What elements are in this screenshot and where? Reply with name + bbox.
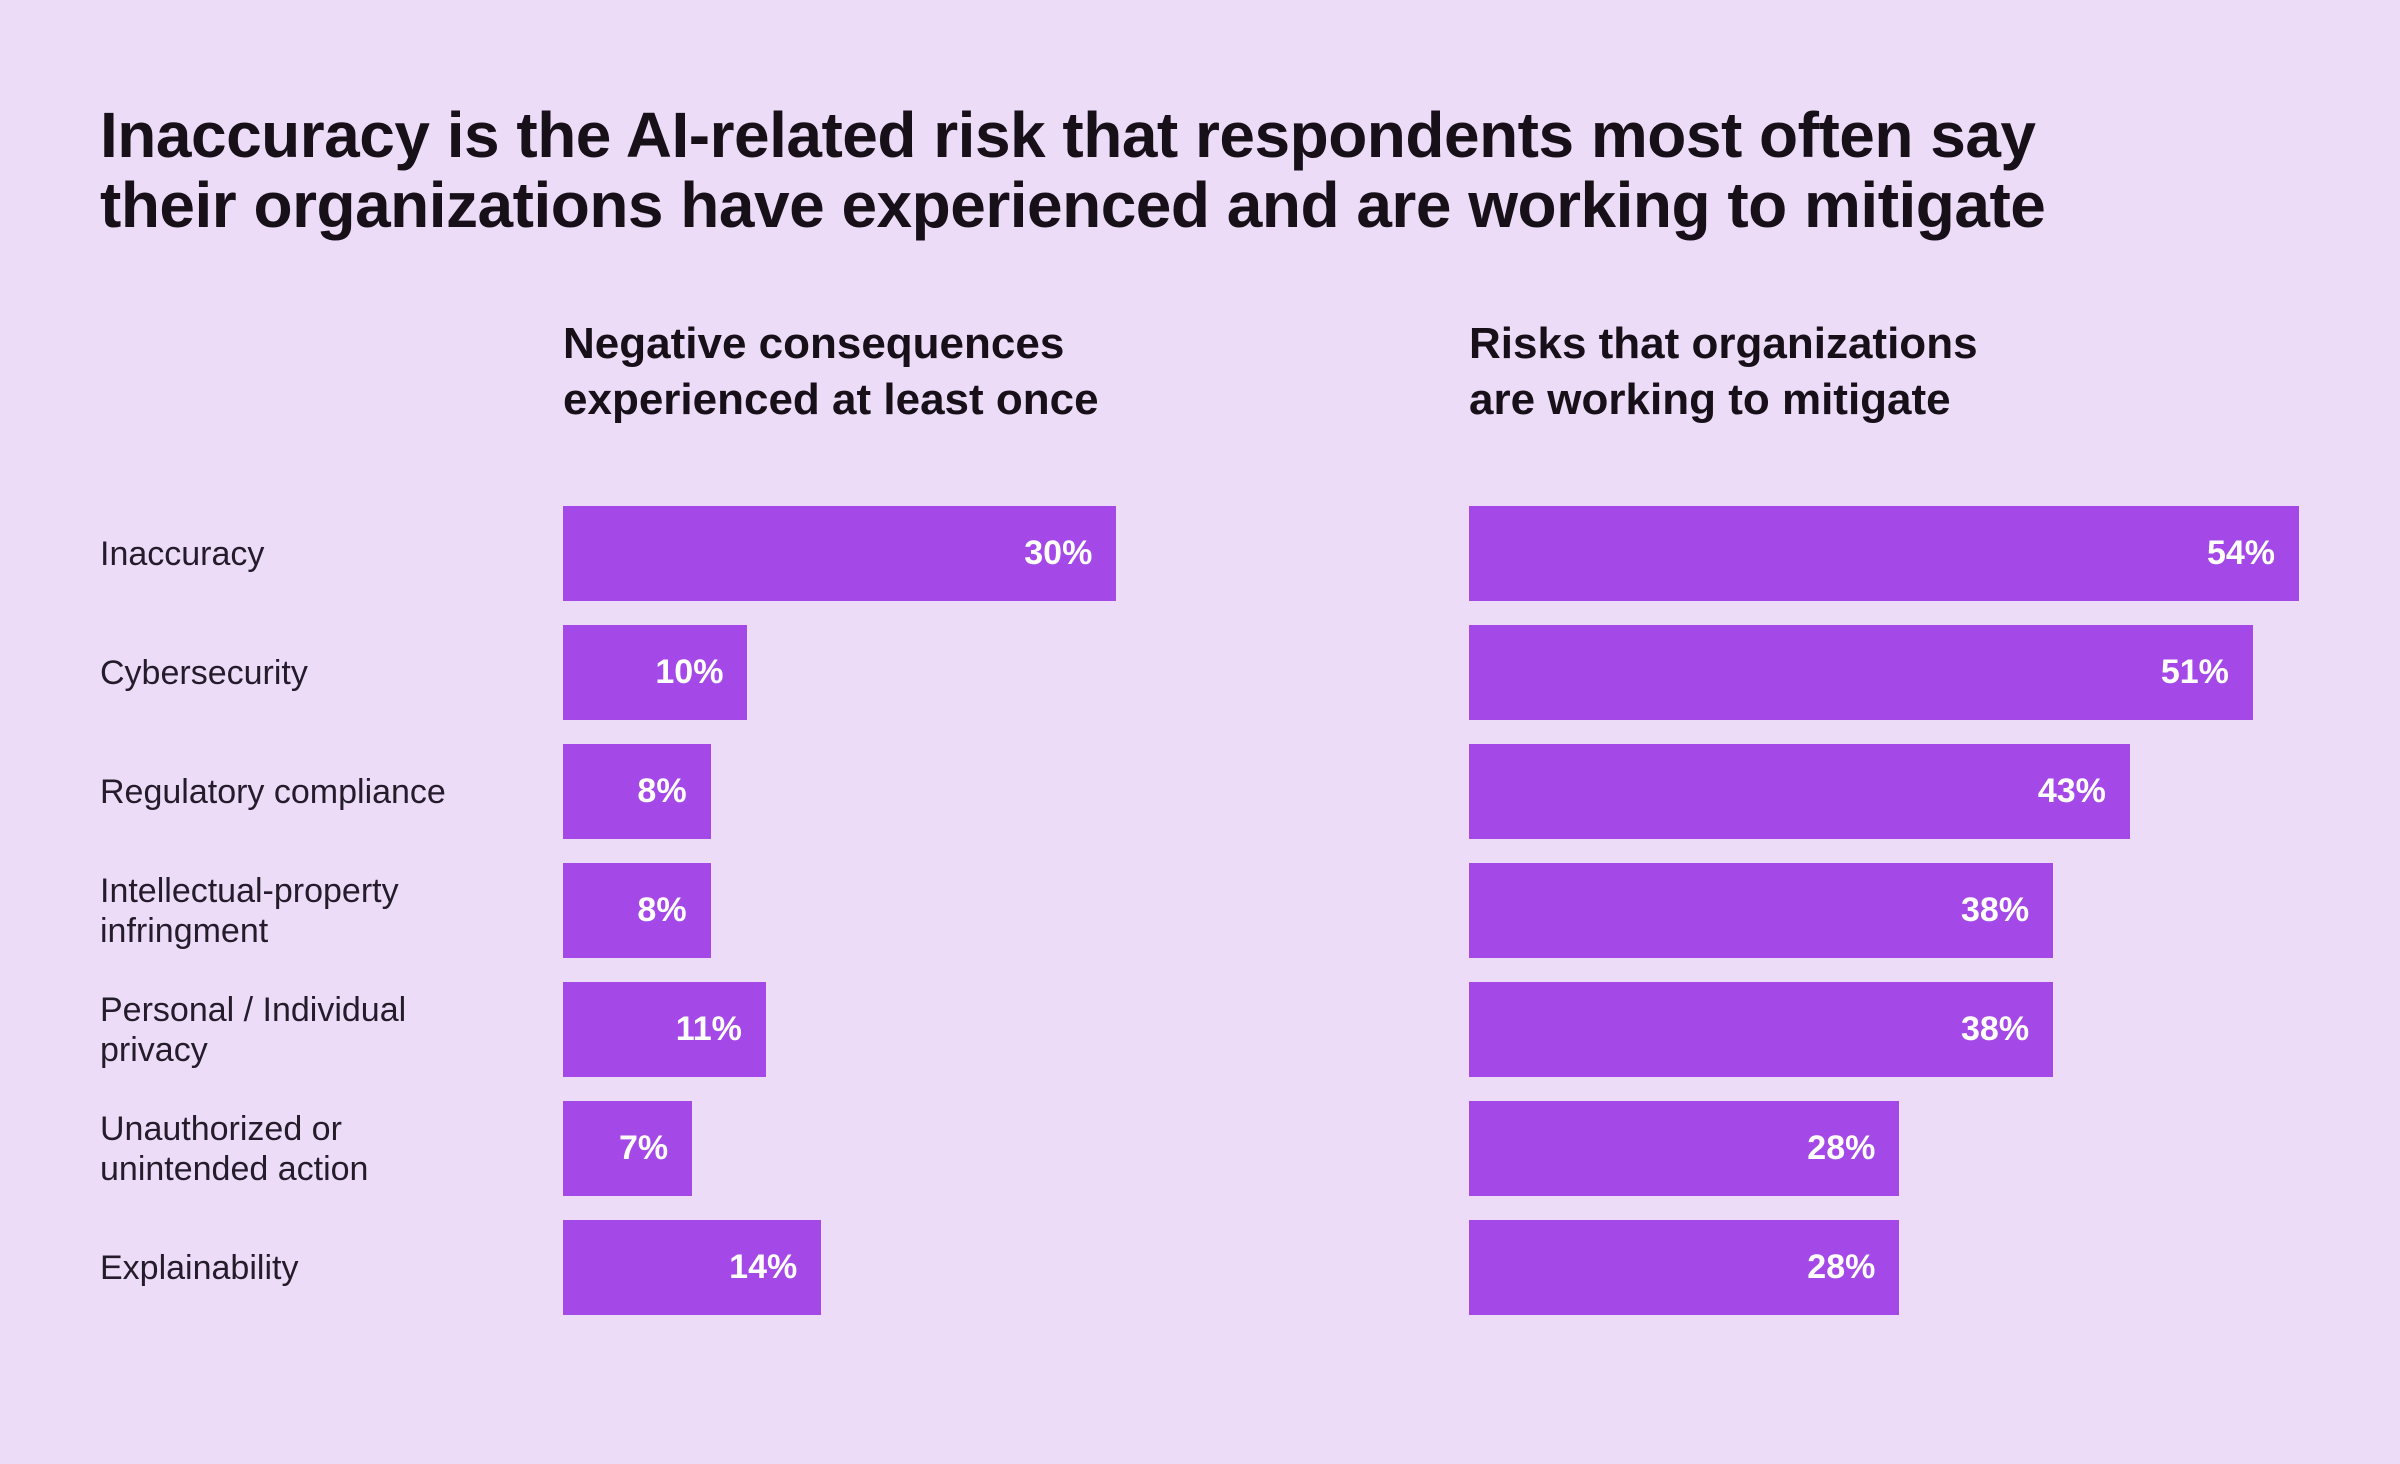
bar: 54%: [1469, 506, 2299, 601]
right-bar-cell: 38%: [1469, 982, 2299, 1077]
left-bar-cell: 30%: [563, 506, 1393, 601]
chart-rows: Inaccuracy 30% 54% Cybersecurity 10% 51% Regul…: [100, 506, 2400, 1315]
bar-value-label: 28%: [1807, 1248, 1876, 1286]
right-bar-cell: 38%: [1469, 863, 2299, 958]
bar-value-label: 38%: [1961, 891, 2030, 929]
right-bar-cell: 54%: [1469, 506, 2299, 601]
row-label: Personal / Individual privacy: [100, 990, 407, 1069]
bar-value-label: 8%: [637, 891, 687, 929]
page-title: Inaccuracy is the AI-related risk that r…: [100, 99, 2046, 241]
row-label: Explainability: [100, 1248, 299, 1287]
right-chart-title: Risks that organizations are working to …: [1469, 319, 1978, 424]
row-label: Inaccuracy: [100, 534, 265, 573]
bar-value-label: 7%: [618, 1129, 669, 1167]
bar: 11%: [563, 982, 766, 1077]
left-bar-cell: 7%: [563, 1101, 1393, 1196]
left-bar-cell: 8%: [563, 863, 1393, 958]
right-bar-cell: 28%: [1469, 1220, 2299, 1315]
bar-value-label: 10%: [655, 653, 724, 691]
bar-value-label: 54%: [2206, 534, 2275, 572]
left-bar-cell: 14%: [563, 1220, 1393, 1315]
bar: 51%: [1469, 625, 2253, 720]
bar-value-label: 51%: [2160, 653, 2229, 691]
right-bar-cell: 51%: [1469, 625, 2299, 720]
header-spacer: [100, 316, 563, 428]
bar-value-label: 30%: [1024, 534, 1093, 572]
bar-value-label: 28%: [1807, 1129, 1876, 1167]
row-label: Cybersecurity: [100, 653, 308, 692]
bar: 38%: [1469, 982, 2054, 1077]
row-label: Intellectual-property infringment: [100, 871, 399, 950]
bar-value-label: 11%: [675, 1010, 742, 1048]
bar-value-label: 43%: [2037, 772, 2106, 810]
left-chart-title: Negative consequences experienced at lea…: [563, 319, 1099, 424]
bar-value-label: 8%: [637, 772, 687, 810]
bar: 38%: [1469, 863, 2054, 958]
column-headers: Negative consequences experienced at lea…: [100, 316, 2400, 428]
bar: 43%: [1469, 744, 2130, 839]
right-bar-cell: 43%: [1469, 744, 2299, 839]
bar-value-label: 38%: [1961, 1010, 2030, 1048]
bar: 28%: [1469, 1220, 1900, 1315]
row-label: Regulatory compliance: [100, 772, 446, 811]
bar-value-label: 14%: [729, 1248, 798, 1286]
bar: 28%: [1469, 1101, 1900, 1196]
bar: 14%: [563, 1220, 822, 1315]
row-label: Unauthorized or unintended action: [100, 1109, 369, 1188]
bar: 10%: [563, 625, 748, 720]
bar: 30%: [563, 506, 1117, 601]
left-bar-cell: 10%: [563, 625, 1393, 720]
bar: 7%: [563, 1101, 693, 1196]
left-bar-cell: 8%: [563, 744, 1393, 839]
bar: 8%: [563, 863, 711, 958]
right-bar-cell: 28%: [1469, 1101, 2299, 1196]
bar: 8%: [563, 744, 711, 839]
left-bar-cell: 11%: [563, 982, 1393, 1077]
